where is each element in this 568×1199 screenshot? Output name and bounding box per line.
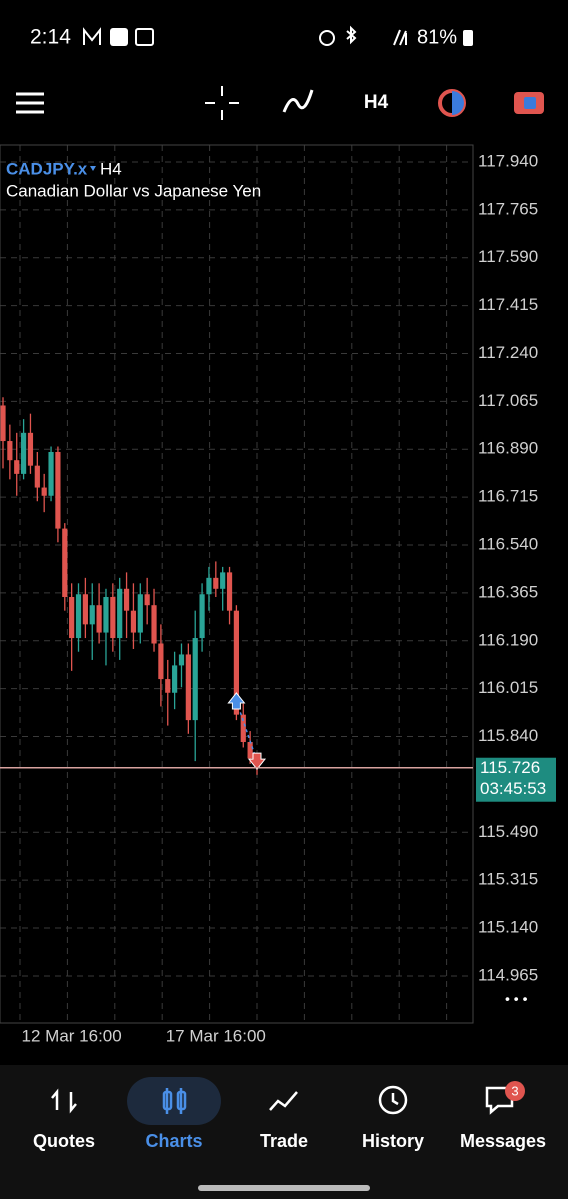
candle-body (233, 610, 240, 715)
candle-body (247, 742, 253, 759)
candle-body (48, 451, 54, 496)
nav-label[interactable]: Charts (145, 1131, 202, 1151)
trade-entry-marker (227, 692, 246, 710)
y-tick-label: 116.365 (478, 582, 538, 601)
status-time: 2:14 (30, 26, 71, 49)
chart-frame (0, 144, 474, 1024)
y-tick-label: 114.965 (478, 965, 538, 984)
trade-circle-button[interactable] (438, 89, 466, 117)
y-tick-label: 117.940 (478, 151, 538, 170)
candle-body (7, 441, 13, 461)
nav-label[interactable]: History (362, 1131, 424, 1151)
more-button[interactable]: • • • (505, 991, 528, 1007)
status-battery: 81% (417, 26, 457, 48)
candle-body (185, 654, 191, 721)
y-tick-label: 117.065 (478, 391, 538, 410)
candle-body (75, 594, 82, 639)
y-tick-label: 115.315 (478, 870, 538, 889)
candle-body (14, 460, 20, 474)
home-indicator (198, 1185, 370, 1191)
candle-body (123, 588, 130, 611)
candle-body (0, 405, 6, 442)
y-tick-label: 116.890 (478, 439, 538, 458)
symbol[interactable]: CADJPY.x (6, 159, 88, 178)
candle-body (226, 572, 233, 611)
y-tick-label: 115.490 (478, 822, 538, 841)
y-tick-label: 117.765 (478, 199, 538, 218)
candle-body (192, 638, 198, 721)
candle-body (151, 605, 157, 644)
y-tick-label: 117.240 (478, 343, 538, 362)
candle-body (55, 451, 61, 529)
nav-label[interactable]: Quotes (33, 1131, 95, 1151)
candle-body (240, 714, 246, 743)
symbol-dropdown[interactable] (90, 166, 96, 171)
symbol-description: Canadian Dollar vs Japanese Yen (6, 181, 261, 200)
candle-body (199, 594, 205, 639)
candle-body (117, 588, 123, 639)
candle-body (165, 679, 171, 693)
candle-body (89, 605, 95, 625)
y-tick-label: 117.590 (478, 247, 538, 266)
candle-body (220, 572, 226, 589)
y-tick-label: 115.140 (478, 918, 538, 937)
indicators-button[interactable] (282, 89, 314, 113)
candle-body (20, 432, 27, 474)
candle-body (27, 432, 34, 466)
candle-body (144, 594, 150, 606)
y-tick-label: 115.840 (478, 726, 538, 745)
candle-body (82, 594, 88, 625)
candle-body (213, 577, 219, 589)
badge (505, 1081, 525, 1101)
y-tick-label: 116.015 (478, 678, 538, 697)
bar-countdown: 03:45:53 (480, 779, 546, 798)
y-tick-label: 116.540 (478, 534, 538, 553)
candle-body (130, 610, 137, 633)
y-tick-label: 116.715 (478, 487, 538, 506)
timeframe-button[interactable]: H4 (364, 92, 389, 113)
chart-timeframe: H4 (100, 159, 122, 178)
y-tick-label: 117.415 (478, 295, 538, 314)
battery-icon (463, 30, 473, 46)
candle-body (34, 465, 40, 488)
y-tick-label: 116.190 (478, 630, 538, 649)
one-click-button[interactable] (514, 92, 544, 114)
candle-body (178, 654, 185, 666)
chart-area (0, 145, 473, 1023)
candle-body (137, 594, 143, 633)
x-tick-label: 17 Mar 16:00 (166, 1026, 266, 1045)
candle-body (172, 665, 178, 693)
candle-body (110, 596, 116, 639)
nav-label[interactable]: Trade (260, 1131, 308, 1151)
candle-body (62, 528, 68, 597)
candle-body (41, 487, 47, 496)
status-icons (83, 25, 407, 46)
candle-body (206, 577, 212, 595)
candle-body (69, 596, 75, 639)
trade-link (235, 700, 258, 762)
last-price-label: 115.726 (480, 758, 540, 777)
badge-count: 3 (511, 1083, 518, 1098)
crosshair-button[interactable] (205, 86, 239, 120)
last-price-box (476, 757, 556, 802)
menu-button[interactable] (16, 92, 44, 114)
candle-body (96, 605, 102, 633)
candle-body (103, 596, 109, 633)
candle-body (158, 643, 164, 680)
nav-label[interactable]: Messages (460, 1131, 546, 1151)
x-tick-label: 12 Mar 16:00 (22, 1026, 122, 1045)
nav-active-pill (127, 1077, 221, 1125)
nav-bar (0, 1065, 568, 1199)
